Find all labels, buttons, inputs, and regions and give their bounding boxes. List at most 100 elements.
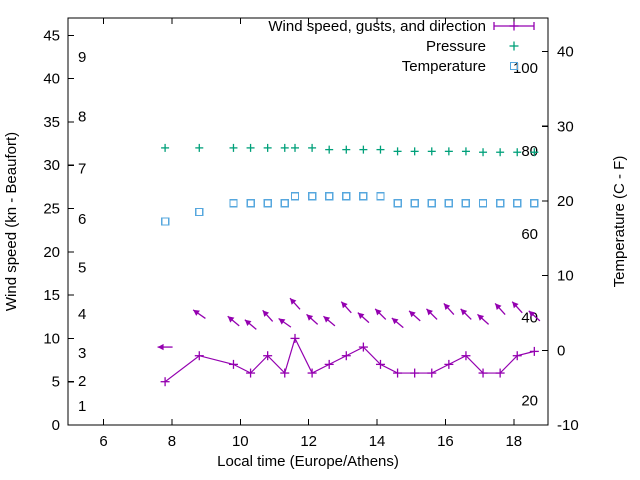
temperature-marker bbox=[229, 199, 238, 208]
temperature-marker bbox=[461, 199, 471, 208]
right-tick-label: 40 bbox=[557, 44, 574, 61]
x-tick-label: 18 bbox=[505, 433, 522, 450]
wind-speed-marker bbox=[444, 359, 454, 369]
fahrenheit-label: 100 bbox=[513, 60, 538, 77]
wind-direction-arrow bbox=[494, 302, 506, 315]
temperature-marker bbox=[410, 199, 419, 208]
pressure-marker bbox=[513, 148, 522, 157]
pressure-marker bbox=[161, 143, 170, 152]
pressure-marker bbox=[530, 148, 539, 157]
left-tick-label: 0 bbox=[52, 417, 60, 434]
wind-direction-arrow bbox=[278, 317, 292, 328]
pressure-marker bbox=[393, 147, 402, 156]
wind-speed-series bbox=[160, 333, 539, 387]
wind-direction-arrow bbox=[511, 301, 523, 314]
pressure-marker bbox=[325, 145, 334, 154]
left-tick-label: 15 bbox=[43, 287, 60, 304]
wind-speed-marker bbox=[529, 346, 539, 356]
wind-direction-arrow bbox=[357, 312, 370, 324]
pressure-marker bbox=[410, 147, 419, 156]
beaufort-label: 9 bbox=[78, 49, 86, 66]
wind-direction-arrow bbox=[157, 343, 173, 351]
pressure-marker bbox=[195, 143, 204, 152]
fahrenheit-label: 20 bbox=[521, 392, 538, 409]
wind-direction-arrow bbox=[289, 297, 301, 310]
pressure-marker bbox=[359, 145, 368, 154]
legend-marker bbox=[493, 21, 535, 31]
beaufort-label: 3 bbox=[78, 345, 86, 362]
right-tick-label: -10 bbox=[557, 417, 579, 434]
wind-speed-line bbox=[164, 336, 535, 383]
x-tick-label: 12 bbox=[300, 433, 317, 450]
pressure-marker bbox=[308, 143, 317, 152]
pressure-marker bbox=[461, 147, 470, 156]
x-axis-ticks: 6 8 10 12 14 16 18 bbox=[99, 18, 522, 450]
pressure-marker bbox=[280, 143, 289, 152]
beaufort-label: 7 bbox=[78, 161, 86, 178]
wind-speed-marker bbox=[263, 351, 273, 361]
left-tick-label: 45 bbox=[43, 27, 60, 44]
wind-speed-marker bbox=[375, 359, 385, 369]
x-tick-label: 8 bbox=[168, 433, 176, 450]
x-tick-label: 6 bbox=[99, 433, 107, 450]
beaufort-label: 4 bbox=[78, 306, 86, 323]
wind-speed-marker bbox=[410, 368, 420, 378]
pressure-marker bbox=[291, 143, 300, 152]
left-tick-label: 25 bbox=[43, 201, 60, 218]
x-tick-label: 10 bbox=[232, 433, 249, 450]
wind-direction-arrow bbox=[460, 308, 472, 320]
legend-label: Pressure bbox=[426, 38, 486, 55]
x-tick-label: 14 bbox=[369, 433, 386, 450]
temperature-series bbox=[160, 192, 539, 226]
temperature-marker bbox=[160, 217, 170, 226]
left-tick-label: 30 bbox=[43, 157, 60, 174]
left-tick-label: 10 bbox=[43, 330, 60, 347]
left-tick-label: 35 bbox=[43, 114, 60, 131]
wind-direction-arrow bbox=[262, 309, 274, 322]
wind-speed-marker bbox=[290, 333, 300, 343]
temperature-marker bbox=[495, 199, 505, 208]
beaufort-label: 1 bbox=[78, 398, 86, 415]
wind-direction-arrow bbox=[192, 309, 206, 319]
fahrenheit-label: 80 bbox=[521, 143, 538, 160]
wind-direction-arrow bbox=[408, 310, 421, 322]
temperature-marker bbox=[513, 199, 522, 208]
temperature-marker bbox=[393, 199, 402, 208]
left-axis-title: Wind speed (kn - Beaufort) bbox=[3, 132, 20, 311]
pressure-marker bbox=[229, 143, 238, 152]
wind-speed-marker bbox=[324, 359, 334, 369]
pressure-marker bbox=[376, 145, 385, 154]
fahrenheit-label: 60 bbox=[521, 226, 538, 243]
x-tick-label: 16 bbox=[437, 433, 454, 450]
wind-direction-arrow bbox=[227, 315, 240, 327]
plot-border bbox=[67, 17, 549, 426]
left-tick-label: 40 bbox=[43, 71, 60, 88]
temperature-marker bbox=[290, 192, 300, 201]
temperature-marker bbox=[195, 207, 204, 217]
wind-speed-marker bbox=[307, 368, 317, 378]
wind-speed-marker bbox=[512, 351, 522, 361]
legend-label: Wind speed, gusts, and direction bbox=[268, 18, 486, 35]
legend-marker bbox=[509, 41, 519, 51]
left-tick-label: 5 bbox=[52, 374, 60, 391]
right-tick-label: 20 bbox=[557, 193, 574, 210]
pressure-marker bbox=[479, 148, 488, 157]
pressure-marker bbox=[496, 148, 505, 157]
pressure-marker bbox=[246, 143, 255, 152]
wind-speed-marker bbox=[280, 368, 290, 378]
wind-direction-arrows bbox=[157, 297, 541, 351]
pressure-marker bbox=[444, 147, 453, 156]
wind-speed-marker bbox=[246, 368, 256, 378]
wind-speed-marker bbox=[160, 377, 170, 387]
plot-frame bbox=[67, 17, 549, 426]
wind-speed-marker bbox=[228, 359, 238, 369]
temperature-marker bbox=[307, 192, 317, 201]
wind-direction-arrow bbox=[477, 313, 490, 325]
chart-legend: Wind speed, gusts, and direction Pressure… bbox=[268, 18, 535, 75]
temperature-marker bbox=[427, 199, 436, 208]
temperature-marker bbox=[444, 199, 454, 208]
beaufort-label: 6 bbox=[78, 211, 86, 228]
temperature-marker bbox=[376, 192, 385, 201]
